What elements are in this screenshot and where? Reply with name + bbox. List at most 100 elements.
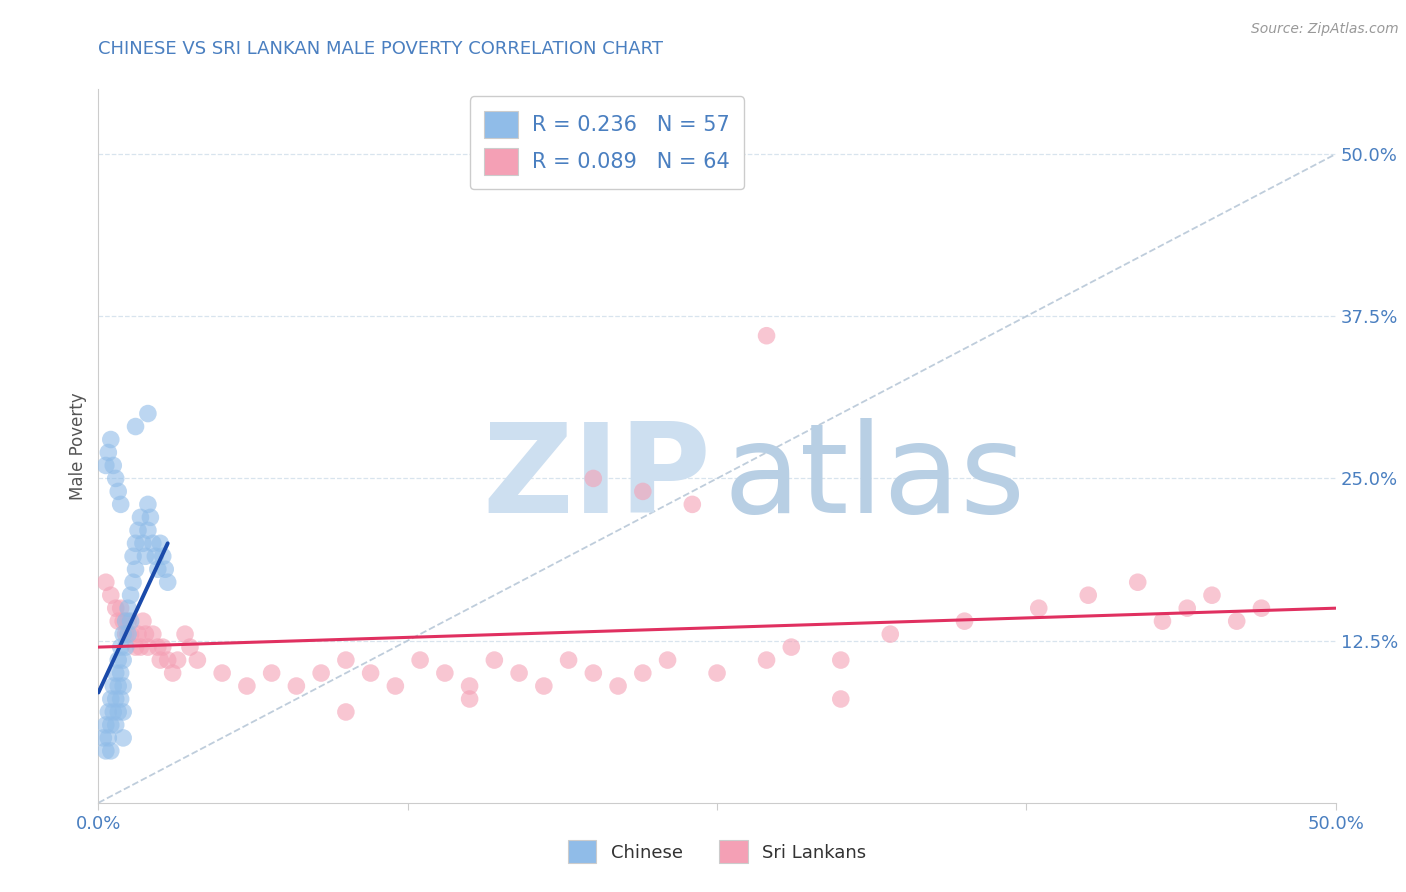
Point <box>112 653 135 667</box>
Point <box>186 653 208 667</box>
Point <box>149 653 172 667</box>
Point <box>94 575 117 590</box>
Point <box>1175 601 1198 615</box>
Point <box>179 640 201 654</box>
Point <box>156 575 179 590</box>
Point <box>152 549 174 564</box>
Point <box>117 614 139 628</box>
Point <box>103 679 125 693</box>
Point <box>142 536 165 550</box>
Point <box>166 653 188 667</box>
Point <box>152 640 174 654</box>
Y-axis label: Male Poverty: Male Poverty <box>69 392 87 500</box>
Point <box>1077 588 1099 602</box>
Point <box>780 640 803 654</box>
Point <box>104 601 127 615</box>
Point <box>134 549 156 564</box>
Point <box>360 666 382 681</box>
Point <box>607 679 630 693</box>
Point <box>100 588 122 602</box>
Point <box>110 640 132 654</box>
Point <box>681 497 703 511</box>
Point <box>458 679 481 693</box>
Point <box>110 692 132 706</box>
Point <box>631 484 654 499</box>
Point <box>112 614 135 628</box>
Point <box>120 614 142 628</box>
Point <box>94 744 117 758</box>
Point <box>124 640 146 654</box>
Point <box>1226 614 1249 628</box>
Point <box>162 666 184 681</box>
Point <box>143 549 166 564</box>
Point <box>117 627 139 641</box>
Point <box>112 731 135 745</box>
Point <box>1152 614 1174 628</box>
Point <box>104 471 127 485</box>
Point <box>582 471 605 485</box>
Point <box>1201 588 1223 602</box>
Point <box>124 536 146 550</box>
Point <box>309 666 332 681</box>
Point <box>104 692 127 706</box>
Point <box>953 614 976 628</box>
Point <box>120 627 142 641</box>
Point <box>433 666 456 681</box>
Point <box>1126 575 1149 590</box>
Point <box>484 653 506 667</box>
Point <box>107 614 129 628</box>
Point <box>631 666 654 681</box>
Point <box>104 666 127 681</box>
Point <box>879 627 901 641</box>
Point <box>112 705 135 719</box>
Point <box>706 666 728 681</box>
Point <box>129 640 152 654</box>
Point <box>117 601 139 615</box>
Point <box>124 562 146 576</box>
Point <box>97 445 120 459</box>
Text: Source: ZipAtlas.com: Source: ZipAtlas.com <box>1251 22 1399 37</box>
Point <box>100 433 122 447</box>
Point <box>384 679 406 693</box>
Point <box>100 718 122 732</box>
Point <box>93 731 115 745</box>
Point <box>409 653 432 667</box>
Point <box>136 407 159 421</box>
Point <box>136 640 159 654</box>
Point <box>122 575 145 590</box>
Point <box>755 653 778 667</box>
Point <box>127 524 149 538</box>
Point <box>94 718 117 732</box>
Text: ZIP: ZIP <box>482 417 711 539</box>
Point <box>114 614 136 628</box>
Point <box>142 627 165 641</box>
Point <box>335 705 357 719</box>
Point <box>110 497 132 511</box>
Point <box>107 484 129 499</box>
Point <box>103 705 125 719</box>
Text: atlas: atlas <box>723 417 1025 539</box>
Point <box>97 705 120 719</box>
Point <box>335 653 357 667</box>
Point <box>830 692 852 706</box>
Point <box>132 614 155 628</box>
Point <box>107 705 129 719</box>
Point <box>104 718 127 732</box>
Point <box>107 679 129 693</box>
Point <box>122 549 145 564</box>
Point <box>582 666 605 681</box>
Legend: Chinese, Sri Lankans: Chinese, Sri Lankans <box>558 831 876 872</box>
Point <box>97 731 120 745</box>
Point <box>100 692 122 706</box>
Point <box>155 562 177 576</box>
Point <box>124 419 146 434</box>
Point <box>136 497 159 511</box>
Point <box>260 666 283 681</box>
Point <box>110 666 132 681</box>
Point <box>149 536 172 550</box>
Point <box>533 679 555 693</box>
Point <box>755 328 778 343</box>
Point <box>129 510 152 524</box>
Point <box>458 692 481 706</box>
Point <box>114 627 136 641</box>
